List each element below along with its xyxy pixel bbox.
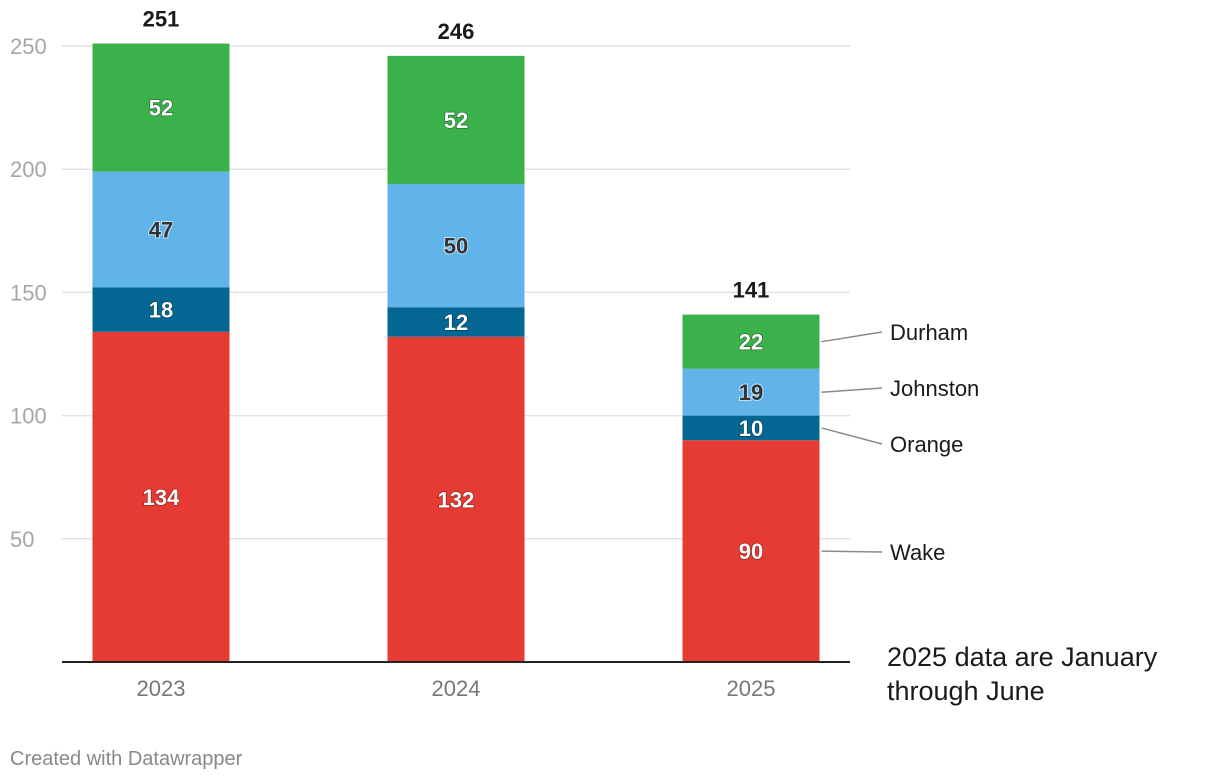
total-label-2025: 141 <box>733 278 770 303</box>
bar-2023-johnston <box>92 171 230 288</box>
bar-2023-durham <box>92 43 230 172</box>
legend-label-wake: Wake <box>890 540 945 565</box>
chart-note: 2025 data are January through June <box>887 642 1158 706</box>
legend-connector-johnston <box>821 387 883 393</box>
y-tick-label-200: 200 <box>10 157 47 182</box>
data-label-2023-orange: 18 <box>149 298 173 323</box>
bar-2025-orange <box>682 415 820 441</box>
legend-label-orange: Orange <box>890 432 963 457</box>
bar-2024-wake <box>387 336 525 662</box>
y-tick-label-250: 250 <box>10 34 47 59</box>
legend-connector-durham <box>821 331 883 343</box>
data-label-2025-wake: 90 <box>739 539 763 564</box>
legend-label-durham: Durham <box>890 320 968 345</box>
x-tick-label-2024: 2024 <box>432 676 481 701</box>
legend-label-johnston: Johnston <box>890 376 979 401</box>
data-label-2025-johnston: 19 <box>739 380 763 405</box>
total-label-2023: 251 <box>143 7 180 32</box>
y-tick-label-50: 50 <box>10 527 34 552</box>
bar-2024-johnston <box>387 183 525 308</box>
bar-2024-orange <box>387 307 525 337</box>
x-tick-label-2025: 2025 <box>727 676 776 701</box>
data-label-2024-orange: 12 <box>444 310 468 335</box>
y-tick-label-150: 150 <box>10 280 47 305</box>
x-tick-label-2023: 2023 <box>137 676 186 701</box>
data-label-2024-johnston: 50 <box>444 234 468 259</box>
data-label-2023-johnston: 47 <box>149 218 173 243</box>
bar-2025-durham <box>682 314 820 369</box>
total-label-2024: 246 <box>438 19 475 44</box>
credit-line: Created with Datawrapper <box>10 748 243 770</box>
bar-2025-johnston <box>682 368 820 416</box>
y-tick-label-100: 100 <box>10 404 47 429</box>
data-label-2025-durham: 22 <box>739 330 763 355</box>
data-label-2025-orange: 10 <box>739 416 763 441</box>
bar-2023-orange <box>92 287 230 332</box>
bar-2025-wake <box>682 440 820 662</box>
bar-2024-durham <box>387 55 525 184</box>
legend-connector-wake <box>821 550 883 553</box>
data-label-2023-wake: 134 <box>143 485 180 510</box>
legend-connector-orange <box>821 427 883 445</box>
data-label-2023-durham: 52 <box>149 96 173 121</box>
data-label-2024-wake: 132 <box>438 487 475 512</box>
data-label-2024-durham: 52 <box>444 108 468 133</box>
bar-2023-wake <box>92 331 230 662</box>
